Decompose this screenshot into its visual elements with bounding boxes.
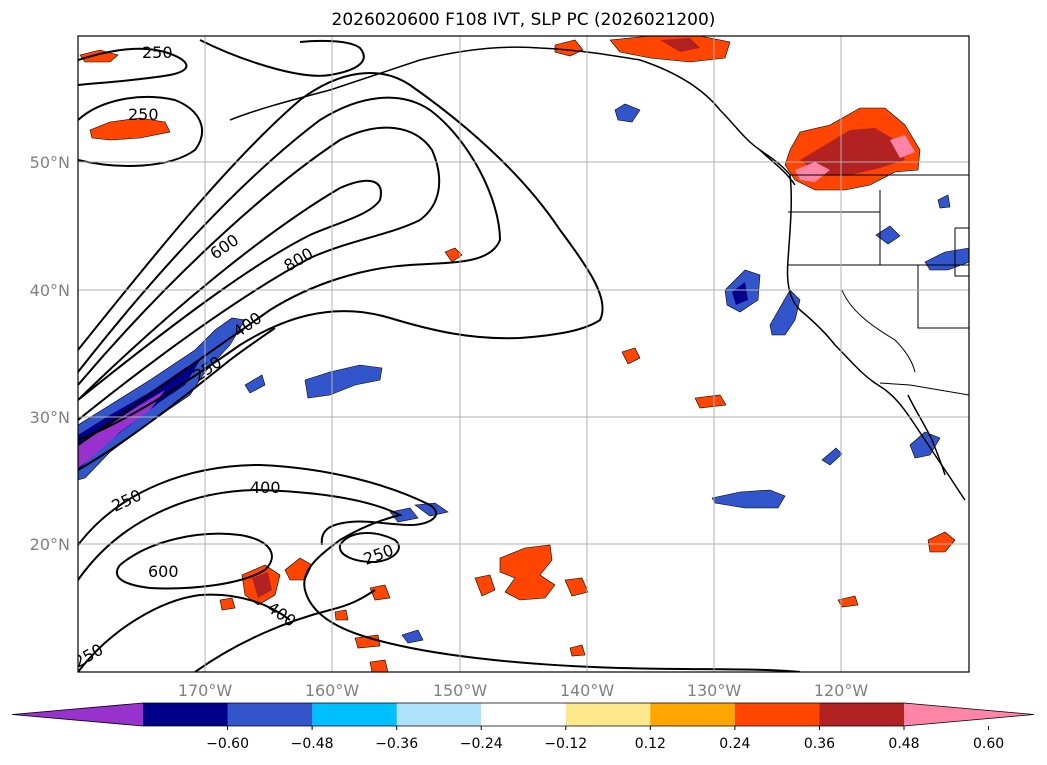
colorbar-outline [11, 702, 1035, 727]
ivt-positive-patch [499, 544, 556, 601]
ivt-positive-patch [474, 574, 496, 597]
border-us-mexico [879, 382, 969, 396]
colorbar-segment [650, 703, 736, 726]
contour-line [78, 96, 502, 446]
lat-axis: 50°N 40°N 30°N 20°N [30, 153, 70, 554]
colorbar-segment [227, 703, 313, 726]
ivt-positive-patch [795, 162, 830, 182]
contour-line [78, 72, 604, 441]
contour-line [194, 589, 376, 672]
ivt-positive-patch [660, 38, 700, 52]
colorbar: −0.60 −0.48 −0.36 −0.24 −0.12 0.12 0.24 0.36 0.4… [11, 702, 1035, 752]
ivt-positive-patch [369, 584, 391, 601]
colorbar-segment [565, 703, 651, 726]
contour-line [338, 532, 400, 564]
contour-line [78, 327, 276, 471]
ivt-negative-patch [821, 447, 843, 466]
ivt-negative-patch [304, 364, 383, 399]
coastlines [229, 46, 966, 501]
contour-label: 400 [250, 478, 281, 497]
border-states [788, 211, 881, 266]
ivt-positive-patch [621, 347, 641, 365]
ivt-negative-patch [614, 103, 641, 123]
contour-line [78, 463, 438, 546]
contour-label: 600 [148, 562, 179, 581]
lat-label: 50°N [30, 153, 70, 172]
lon-label: 120°W [814, 681, 869, 700]
border-states [954, 227, 969, 277]
lon-label: 150°W [433, 681, 488, 700]
colorbar-tick-label: 0.48 [888, 736, 919, 752]
colorbar-tick-label: −0.48 [291, 736, 334, 752]
map-title: 2026020600 F108 IVT, SLP PC (2026021200) [331, 10, 716, 30]
ivt-positive-patch [369, 659, 389, 672]
contour-label: 250 [128, 105, 159, 124]
lon-label: 170°W [178, 681, 233, 700]
colorbar-segment [396, 703, 482, 726]
ivt-positive-patch [252, 572, 272, 598]
contour-line [115, 532, 273, 590]
ivt-positive-patch [890, 135, 915, 158]
lat-label: 20°N [30, 535, 70, 554]
contour-line [78, 47, 188, 86]
colorbar-extend-low [12, 703, 143, 726]
ivt-negative-peak [78, 390, 165, 468]
colorbar-segment [819, 703, 905, 726]
ivt-positive-patch [569, 644, 586, 657]
ivt-positive-patch [89, 117, 171, 141]
colorbar-tick-label: 0.24 [719, 736, 750, 752]
coastline-vancouver [759, 149, 796, 186]
contour-line [78, 126, 441, 421]
ivt-negative-patch [937, 194, 951, 209]
colorbar-segment [481, 703, 567, 726]
coastline-bajacalifornia [907, 394, 946, 476]
gridlines [78, 36, 969, 672]
ivt-negative-patch [875, 225, 901, 245]
colorbar-tick-label: −0.60 [206, 736, 249, 752]
ivt-negative-patch [389, 507, 419, 523]
contour-line [199, 39, 365, 77]
contour-line [78, 488, 801, 672]
colorbar-segment [312, 703, 398, 726]
ivt-positive-patch [564, 577, 589, 597]
border-states [841, 289, 916, 373]
colorbar-tick-label: 0.12 [635, 736, 666, 752]
political-borders [788, 174, 969, 396]
lon-label: 140°W [560, 681, 615, 700]
ivt-negative-patch [711, 489, 786, 509]
colorbar-segment [143, 703, 229, 726]
colorbar-tick-label: −0.24 [460, 736, 503, 752]
colorbar-extend-high [904, 703, 1034, 726]
contour-line [78, 95, 204, 167]
contour-line [78, 593, 291, 672]
lon-label: 130°W [687, 681, 742, 700]
lon-label: 160°W [305, 681, 360, 700]
ivt-positive-patch [800, 128, 905, 175]
colorbar-tick-label: 0.60 [973, 736, 1004, 752]
colorbar-segment [734, 703, 820, 726]
lat-label: 30°N [30, 408, 70, 427]
ivt-negative-patch [244, 374, 266, 394]
ivt-positive-patch [554, 39, 584, 57]
ivt-positive-patch [609, 36, 731, 63]
ivt-negative-patch [401, 629, 424, 644]
colorbar-tick-label: −0.12 [544, 736, 587, 752]
ivt-positive-patch [927, 531, 956, 553]
colorbar-tick-label: −0.36 [375, 736, 418, 752]
contour-label: 250 [142, 43, 173, 62]
ivt-positive-patch [444, 247, 463, 263]
ivt-positive-patch [694, 394, 727, 409]
lat-label: 40°N [30, 281, 70, 300]
lon-axis: 170°W 160°W 150°W 140°W 130°W 120°W [178, 681, 869, 700]
border-states [880, 264, 969, 329]
contour-line [78, 179, 382, 401]
contour-lines [78, 39, 801, 672]
ivt-positive-patch [334, 609, 349, 621]
colorbar-tick-label: 0.36 [804, 736, 835, 752]
ivt-negative-patch [732, 282, 748, 305]
ivt-positive-patch [219, 597, 236, 611]
coastline-alaska [229, 46, 791, 176]
map-frame [77, 35, 970, 673]
